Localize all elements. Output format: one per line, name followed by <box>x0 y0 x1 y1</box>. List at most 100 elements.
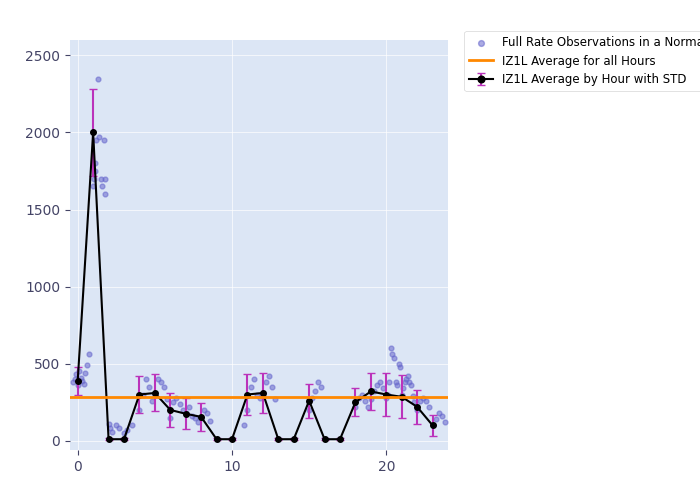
Full Rate Observations in a Normal Point <box>409 398 420 406</box>
Full Rate Observations in a Normal Point <box>427 422 438 430</box>
Full Rate Observations in a Normal Point <box>168 398 179 406</box>
Full Rate Observations in a Normal Point <box>374 378 386 386</box>
Full Rate Observations in a Normal Point <box>180 409 191 417</box>
Full Rate Observations in a Normal Point <box>382 390 393 398</box>
Full Rate Observations in a Normal Point <box>74 368 85 376</box>
Full Rate Observations in a Normal Point <box>309 388 321 396</box>
Full Rate Observations in a Normal Point <box>267 383 278 391</box>
Full Rate Observations in a Normal Point <box>137 390 148 398</box>
Full Rate Observations in a Normal Point <box>193 418 204 426</box>
Full Rate Observations in a Normal Point <box>81 361 92 369</box>
Full Rate Observations in a Normal Point <box>258 390 269 398</box>
Full Rate Observations in a Normal Point <box>395 363 406 371</box>
Full Rate Observations in a Normal Point <box>88 182 99 190</box>
Full Rate Observations in a Normal Point <box>97 182 108 190</box>
Full Rate Observations in a Normal Point <box>71 370 82 378</box>
Full Rate Observations in a Normal Point <box>114 424 125 432</box>
Full Rate Observations in a Normal Point <box>67 378 78 386</box>
Full Rate Observations in a Normal Point <box>77 376 88 384</box>
Full Rate Observations in a Normal Point <box>90 160 101 168</box>
Full Rate Observations in a Normal Point <box>362 403 373 411</box>
Full Rate Observations in a Normal Point <box>106 428 118 436</box>
Full Rate Observations in a Normal Point <box>270 395 281 403</box>
Full Rate Observations in a Normal Point <box>103 420 114 428</box>
Full Rate Observations in a Normal Point <box>153 375 164 383</box>
IZ1L Average for all Hours <box>89 394 97 400</box>
Full Rate Observations in a Normal Point <box>372 382 383 390</box>
Full Rate Observations in a Normal Point <box>199 406 210 414</box>
Full Rate Observations in a Normal Point <box>421 396 432 404</box>
Full Rate Observations in a Normal Point <box>100 190 111 198</box>
Full Rate Observations in a Normal Point <box>72 382 83 390</box>
Full Rate Observations in a Normal Point <box>95 174 106 182</box>
Full Rate Observations in a Normal Point <box>359 396 370 404</box>
Full Rate Observations in a Normal Point <box>260 378 272 386</box>
Full Rate Observations in a Normal Point <box>245 383 256 391</box>
Full Rate Observations in a Normal Point <box>140 375 151 383</box>
Full Rate Observations in a Normal Point <box>89 167 100 175</box>
Full Rate Observations in a Normal Point <box>174 400 185 408</box>
Legend: Full Rate Observations in a Normal Point, IZ1L Average for all Hours, IZ1L Avera: Full Rate Observations in a Normal Point… <box>464 31 700 91</box>
Full Rate Observations in a Normal Point <box>94 133 105 141</box>
Full Rate Observations in a Normal Point <box>430 415 441 423</box>
Full Rate Observations in a Normal Point <box>190 414 201 422</box>
Full Rate Observations in a Normal Point <box>398 384 409 392</box>
Full Rate Observations in a Normal Point <box>387 350 398 358</box>
Full Rate Observations in a Normal Point <box>405 382 416 390</box>
Full Rate Observations in a Normal Point <box>118 429 130 437</box>
Full Rate Observations in a Normal Point <box>384 378 395 386</box>
Full Rate Observations in a Normal Point <box>78 380 90 388</box>
Full Rate Observations in a Normal Point <box>155 378 167 386</box>
Full Rate Observations in a Normal Point <box>365 395 377 403</box>
Full Rate Observations in a Normal Point <box>385 344 396 352</box>
Full Rate Observations in a Normal Point <box>402 372 414 380</box>
Full Rate Observations in a Normal Point <box>353 394 364 402</box>
Full Rate Observations in a Normal Point <box>158 383 169 391</box>
Full Rate Observations in a Normal Point <box>134 406 145 414</box>
Full Rate Observations in a Normal Point <box>75 374 86 382</box>
Full Rate Observations in a Normal Point <box>307 394 318 402</box>
Full Rate Observations in a Normal Point <box>433 409 444 417</box>
Full Rate Observations in a Normal Point <box>162 395 173 403</box>
Full Rate Observations in a Normal Point <box>99 174 111 182</box>
Full Rate Observations in a Normal Point <box>396 390 407 398</box>
Full Rate Observations in a Normal Point <box>412 406 423 414</box>
Full Rate Observations in a Normal Point <box>316 383 327 391</box>
Full Rate Observations in a Normal Point <box>381 394 392 402</box>
Full Rate Observations in a Normal Point <box>146 396 158 404</box>
Full Rate Observations in a Normal Point <box>69 375 80 383</box>
Full Rate Observations in a Normal Point <box>143 383 154 391</box>
Full Rate Observations in a Normal Point <box>251 390 262 398</box>
Full Rate Observations in a Normal Point <box>177 406 188 414</box>
Full Rate Observations in a Normal Point <box>407 392 418 400</box>
Full Rate Observations in a Normal Point <box>90 136 101 144</box>
Full Rate Observations in a Normal Point <box>368 388 379 396</box>
Full Rate Observations in a Normal Point <box>304 406 315 414</box>
Full Rate Observations in a Normal Point <box>356 390 368 398</box>
Full Rate Observations in a Normal Point <box>390 378 401 386</box>
Full Rate Observations in a Normal Point <box>248 375 259 383</box>
Full Rate Observations in a Normal Point <box>391 382 402 390</box>
Full Rate Observations in a Normal Point <box>389 354 400 362</box>
Full Rate Observations in a Normal Point <box>183 403 195 411</box>
Full Rate Observations in a Normal Point <box>88 174 99 182</box>
Full Rate Observations in a Normal Point <box>171 394 182 402</box>
Full Rate Observations in a Normal Point <box>92 74 104 82</box>
Full Rate Observations in a Normal Point <box>80 369 91 377</box>
Full Rate Observations in a Normal Point <box>195 414 206 422</box>
Full Rate Observations in a Normal Point <box>164 414 176 422</box>
Full Rate Observations in a Normal Point <box>104 424 116 432</box>
Full Rate Observations in a Normal Point <box>393 360 404 368</box>
Full Rate Observations in a Normal Point <box>414 396 426 404</box>
IZ1L Average for all Hours <box>74 394 82 400</box>
Full Rate Observations in a Normal Point <box>254 394 265 402</box>
Full Rate Observations in a Normal Point <box>313 378 324 386</box>
Full Rate Observations in a Normal Point <box>186 412 197 420</box>
Full Rate Observations in a Normal Point <box>436 412 447 420</box>
Full Rate Observations in a Normal Point <box>122 426 133 434</box>
Full Rate Observations in a Normal Point <box>149 390 160 398</box>
Full Rate Observations in a Normal Point <box>241 406 253 414</box>
Full Rate Observations in a Normal Point <box>111 422 122 430</box>
Full Rate Observations in a Normal Point <box>418 394 429 402</box>
Full Rate Observations in a Normal Point <box>239 422 250 430</box>
